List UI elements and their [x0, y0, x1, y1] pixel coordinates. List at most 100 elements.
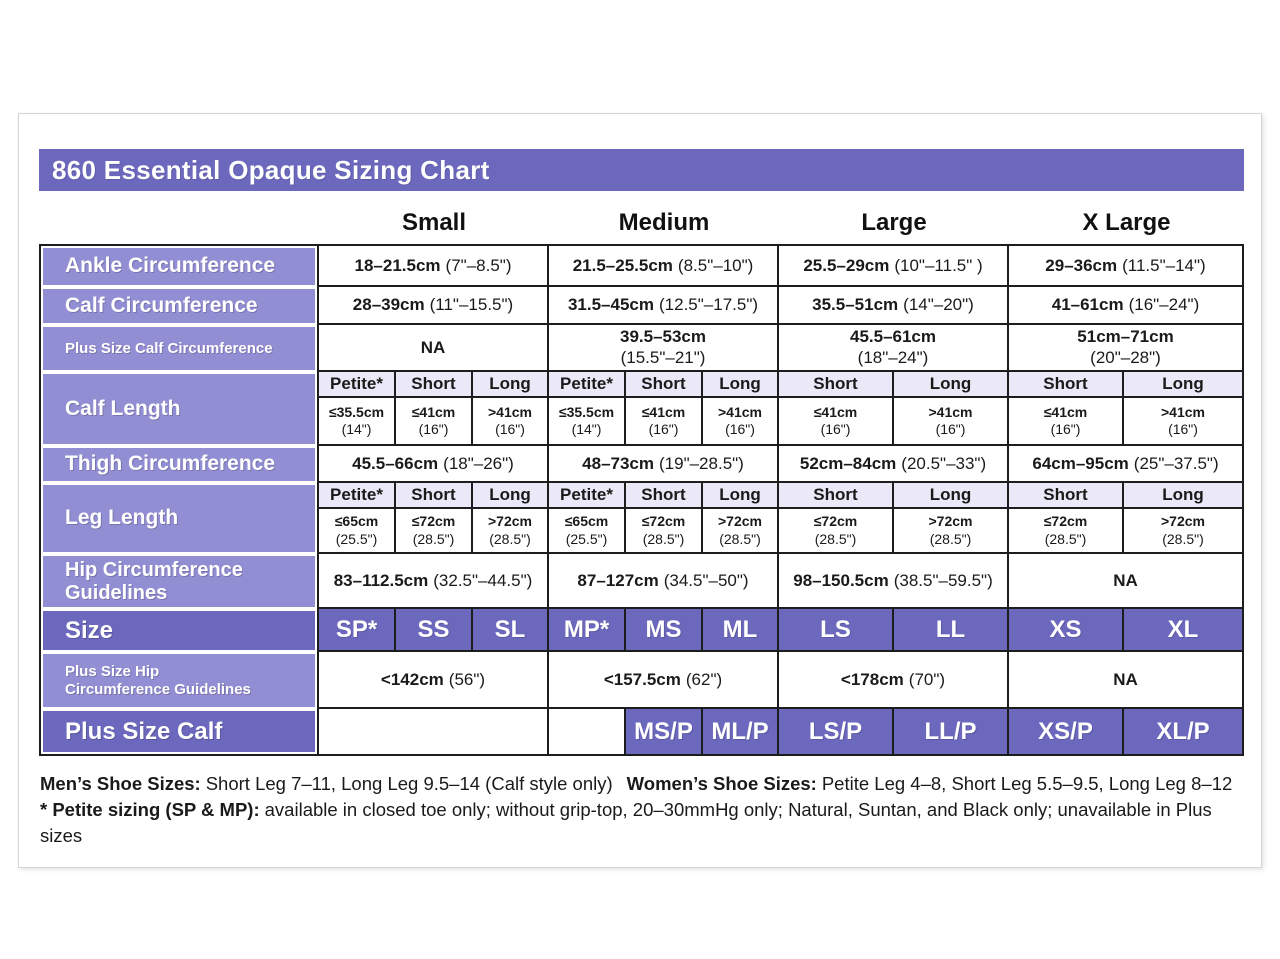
leg-length-subhead-s-long: Long — [473, 483, 549, 509]
size-cell-xl: XL — [1124, 609, 1244, 652]
plus-size-calf-cell-llp: LL/P — [894, 709, 1009, 756]
plus-calf-value-medium: 39.5–53cm (15.5"–21") — [549, 325, 779, 372]
leg-length-subhead-m-long: Long — [703, 483, 779, 509]
leg-length-value: >72cm (28.5") — [894, 509, 1009, 554]
row-header-plus-size-calf: Plus Size Calf — [39, 709, 319, 756]
calf-length-subhead-xl-short: Short — [1009, 372, 1124, 398]
leg-length-subhead-xl-long: Long — [1124, 483, 1244, 509]
calf-length-value: >41cm (16") — [1124, 398, 1244, 446]
calf-length-value: ≤41cm (16") — [1009, 398, 1124, 446]
mens-shoe-sizes-label: Men’s Shoe Sizes: — [40, 773, 201, 794]
leg-length-value: ≤72cm (28.5") — [1009, 509, 1124, 554]
row-header-plus-hip: Plus Size Hip Circumference Guidelines — [39, 652, 319, 709]
calf-value-xlarge: 41–61cm (16"–24") — [1009, 287, 1244, 325]
size-cell-ls: LS — [779, 609, 894, 652]
size-cell-ms: MS — [626, 609, 703, 652]
leg-length-subhead-xl-short: Short — [1009, 483, 1124, 509]
calf-value-large: 35.5–51cm (14"–20") — [779, 287, 1009, 325]
corner-spacer — [39, 201, 319, 244]
row-header-size: Size — [39, 609, 319, 652]
calf-length-subhead-xl-long: Long — [1124, 372, 1244, 398]
calf-length-subhead-l-short: Short — [779, 372, 894, 398]
row-header-calf-length-label: Calf Length — [43, 374, 315, 444]
plus-calf-value-large: 45.5–61cm (18"–24") — [779, 325, 1009, 372]
row-header-ankle-label: Ankle Circumference — [43, 248, 315, 285]
calf-length-value: ≤35.5cm (14") — [549, 398, 626, 446]
row-header-calf-length: Calf Length — [39, 372, 319, 446]
leg-length-value: ≤65cm (25.5") — [549, 509, 626, 554]
plus-size-calf-blank-medium-petite — [549, 709, 626, 756]
row-header-calf-label: Calf Circumference — [43, 289, 315, 323]
size-cell-xs: XS — [1009, 609, 1124, 652]
hip-value-xlarge: NA — [1009, 554, 1244, 609]
leg-length-value: ≤72cm (28.5") — [779, 509, 894, 554]
plus-size-calf-cell-xlp: XL/P — [1124, 709, 1244, 756]
ankle-value-large: 25.5–29cm (10"–11.5" ) — [779, 244, 1009, 287]
petite-sizing-text: available in closed toe only; without gr… — [40, 799, 1212, 846]
plus-size-calf-cell-lsp: LS/P — [779, 709, 894, 756]
calf-length-value: ≤35.5cm (14") — [319, 398, 396, 446]
row-header-plus-calf-label: Plus Size Calf Circumference — [43, 327, 315, 370]
plus-hip-value-xlarge: NA — [1009, 652, 1244, 709]
womens-shoe-sizes-text: Petite Leg 4–8, Short Leg 5.5–9.5, Long … — [821, 773, 1233, 794]
sizing-table: Small Medium Large X Large Ankle Circumf… — [39, 201, 1244, 756]
calf-value-small: 28–39cm (11"–15.5") — [319, 287, 549, 325]
leg-length-value: ≤72cm (28.5") — [626, 509, 703, 554]
plus-calf-value-xlarge: 51cm–71cm (20"–28") — [1009, 325, 1244, 372]
sizing-chart-card: 860 Essential Opaque Sizing Chart Small … — [18, 113, 1262, 868]
row-header-plus-size-calf-label: Plus Size Calf — [43, 711, 315, 752]
size-cell-ll: LL — [894, 609, 1009, 652]
plus-size-calf-cell-msp: MS/P — [626, 709, 703, 756]
plus-hip-value-medium: <157.5cm (62") — [549, 652, 779, 709]
leg-length-subhead-m-petite: Petite* — [549, 483, 626, 509]
row-header-leg-length: Leg Length — [39, 483, 319, 554]
footnote-petite-sizing: * Petite sizing (SP & MP): available in c… — [40, 797, 1244, 849]
footnotes: Men’s Shoe Sizes: Short Leg 7–11, Long Le… — [39, 771, 1244, 849]
plus-calf-value-small: NA — [319, 325, 549, 372]
calf-length-subhead-s-long: Long — [473, 372, 549, 398]
leg-length-subhead-l-long: Long — [894, 483, 1009, 509]
row-header-plus-calf: Plus Size Calf Circumference — [39, 325, 319, 372]
column-header-small: Small — [401, 208, 467, 236]
hip-value-large: 98–150.5cm (38.5"–59.5") — [779, 554, 1009, 609]
leg-length-subhead-s-short: Short — [396, 483, 473, 509]
column-header-large: Large — [861, 208, 927, 236]
leg-length-value: >72cm (28.5") — [1124, 509, 1244, 554]
leg-length-value: >72cm (28.5") — [703, 509, 779, 554]
calf-length-value: >41cm (16") — [894, 398, 1009, 446]
row-header-thigh-label: Thigh Circumference — [43, 448, 315, 481]
ankle-value-small: 18–21.5cm (7"–8.5") — [319, 244, 549, 287]
row-header-calf: Calf Circumference — [39, 287, 319, 325]
thigh-value-medium: 48–73cm (19"–28.5") — [549, 446, 779, 483]
size-cell-mp: MP* — [549, 609, 626, 652]
hip-value-small: 83–112.5cm (32.5"–44.5") — [319, 554, 549, 609]
footnote-shoe-sizes: Men’s Shoe Sizes: Short Leg 7–11, Long Le… — [40, 771, 1244, 797]
petite-sizing-label: * Petite sizing (SP & MP): — [40, 799, 260, 820]
size-cell-ml: ML — [703, 609, 779, 652]
calf-length-value: >41cm (16") — [473, 398, 549, 446]
column-header-xlarge: X Large — [1082, 208, 1171, 236]
mens-shoe-sizes-text: Short Leg 7–11, Long Leg 9.5–14 (Calf st… — [205, 773, 613, 794]
calf-length-value: ≤41cm (16") — [396, 398, 473, 446]
calf-value-medium: 31.5–45cm (12.5"–17.5") — [549, 287, 779, 325]
leg-length-value: ≤65cm (25.5") — [319, 509, 396, 554]
column-header-medium: Medium — [618, 208, 710, 236]
leg-length-subhead-s-petite: Petite* — [319, 483, 396, 509]
size-cell-ss: SS — [396, 609, 473, 652]
womens-shoe-sizes-label: Women’s Shoe Sizes: — [626, 773, 817, 794]
leg-length-value: ≤72cm (28.5") — [396, 509, 473, 554]
leg-length-subhead-m-short: Short — [626, 483, 703, 509]
plus-size-calf-cell-mlp: ML/P — [703, 709, 779, 756]
calf-length-subhead-s-short: Short — [396, 372, 473, 398]
plus-hip-value-large: <178cm (70") — [779, 652, 1009, 709]
calf-length-subhead-s-petite: Petite* — [319, 372, 396, 398]
chart-title: 860 Essential Opaque Sizing Chart — [39, 149, 1244, 191]
thigh-value-small: 45.5–66cm (18"–26") — [319, 446, 549, 483]
leg-length-subhead-l-short: Short — [779, 483, 894, 509]
plus-hip-value-small: <142cm (56") — [319, 652, 549, 709]
row-header-hip-label: Hip Circumference Guidelines — [43, 556, 315, 607]
size-cell-sp: SP* — [319, 609, 396, 652]
row-header-leg-length-label: Leg Length — [43, 485, 315, 552]
thigh-value-xlarge: 64cm–95cm (25"–37.5") — [1009, 446, 1244, 483]
thigh-value-large: 52cm–84cm (20.5"–33") — [779, 446, 1009, 483]
